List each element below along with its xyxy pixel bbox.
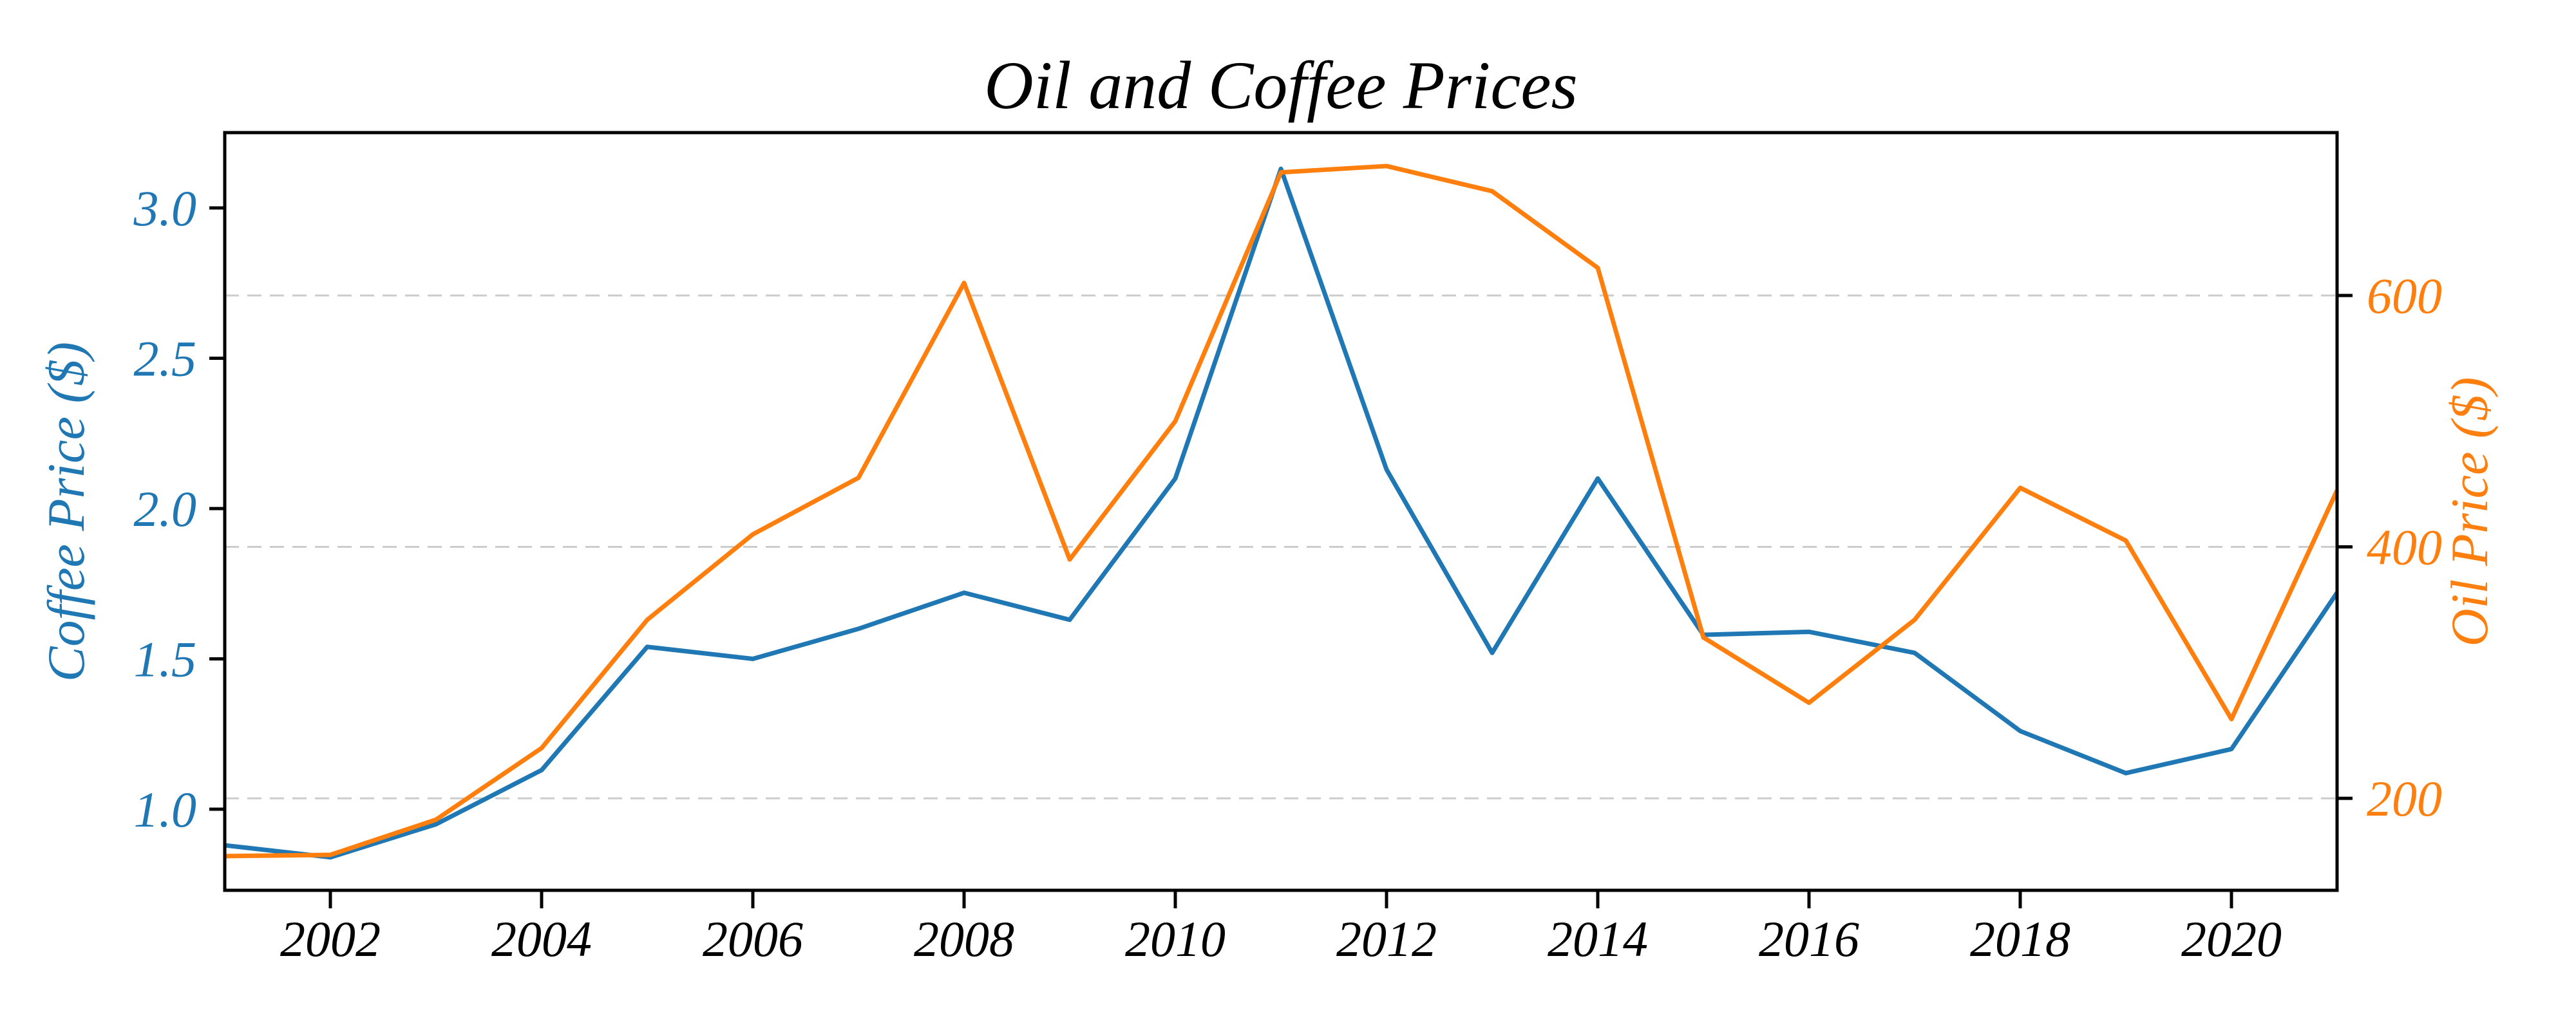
left-axis-title: Coffee Price ($) bbox=[37, 342, 95, 682]
x-tick-label: 2010 bbox=[1125, 911, 1226, 967]
oil-price-line bbox=[224, 164, 2340, 859]
left-tick-label: 2.5 bbox=[134, 330, 197, 386]
left-tick-label: 2.0 bbox=[134, 481, 197, 537]
x-tick-label: 2012 bbox=[1336, 911, 1437, 967]
x-tick-label: 2018 bbox=[1970, 911, 2070, 967]
right-tick-label: 600 bbox=[2367, 268, 2442, 324]
plot-spines bbox=[223, 131, 2339, 892]
series-layer bbox=[224, 164, 2340, 860]
x-tick-label: 2014 bbox=[1548, 911, 1648, 967]
gridlines-layer bbox=[225, 294, 2337, 800]
right-tick-label: 400 bbox=[2367, 520, 2442, 576]
right-axis-title: Oil Price ($) bbox=[2440, 377, 2499, 647]
coffee-price-line bbox=[224, 166, 2339, 860]
left-tick-label: 1.5 bbox=[134, 631, 197, 687]
x-tick-label: 2008 bbox=[914, 911, 1014, 967]
axes-layer bbox=[209, 131, 2353, 908]
x-tick-label: 2002 bbox=[280, 911, 381, 967]
chart-title: Oil and Coffee Prices bbox=[984, 48, 1577, 123]
x-tick-label: 2020 bbox=[2181, 911, 2282, 967]
left-tick-label: 1.0 bbox=[134, 782, 197, 838]
x-tick-label: 2016 bbox=[1759, 911, 1859, 967]
right-tick-label: 200 bbox=[2367, 771, 2442, 827]
left-tick-label: 3.0 bbox=[133, 180, 197, 236]
x-tick-label: 2004 bbox=[491, 911, 592, 967]
tick-labels-layer: 3.0 2.5 2.0 1.5 1.0 600 400 200 2002 2004 2006 2008… bbox=[133, 180, 2443, 967]
x-tick-label: 2006 bbox=[703, 911, 803, 967]
